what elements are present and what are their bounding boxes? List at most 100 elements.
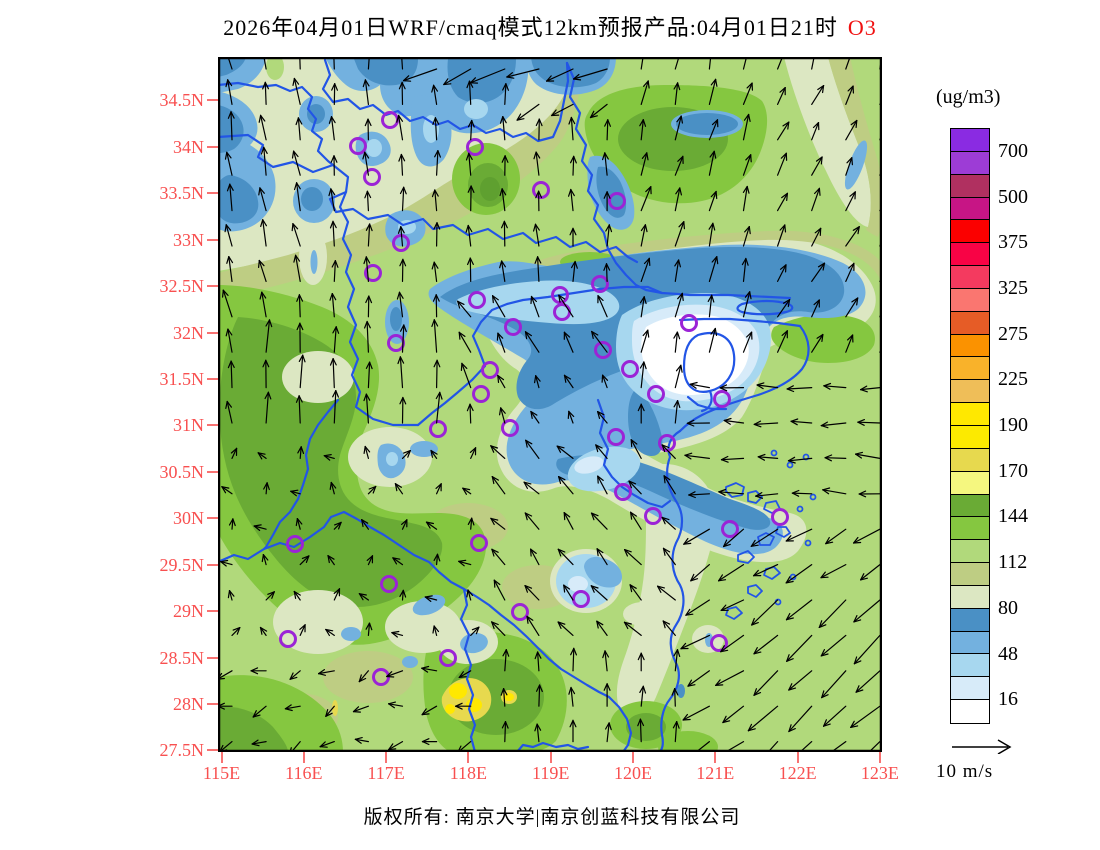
legend-color-box [951, 425, 989, 449]
legend-value-label: 112 [998, 551, 1028, 574]
legend-color-box [951, 585, 989, 609]
legend-value-label: 48 [998, 642, 1018, 665]
legend-value-label: 225 [998, 368, 1028, 391]
station-marker [363, 168, 381, 186]
beige-gap-green-spot [266, 57, 284, 80]
legend-color-box [951, 517, 989, 541]
legend-color-box [951, 700, 989, 723]
lat-tick [207, 331, 218, 334]
legend-color-box [951, 266, 989, 289]
station-marker [591, 275, 609, 293]
lon-label: 123E [860, 763, 899, 783]
map-frame [217, 56, 883, 753]
legend-color-box [951, 403, 989, 426]
legend-color-box [951, 151, 989, 175]
lon-tick [467, 752, 470, 763]
lat-tick [207, 563, 218, 566]
lon-tick [302, 752, 305, 763]
color-scale [950, 128, 990, 724]
lat-tick [207, 424, 218, 427]
station-marker [647, 385, 665, 403]
lat-tick [207, 192, 218, 195]
legend-value-label: 144 [998, 505, 1028, 528]
lat-tick [207, 238, 218, 241]
lat-tick [207, 656, 218, 659]
station-marker [504, 318, 522, 336]
lat-label: 29.5N [159, 554, 205, 575]
legend-color-box [951, 220, 989, 244]
wind-scale: 10 m/s [936, 736, 1046, 783]
lat-tick [207, 702, 218, 705]
legend-color-box [951, 243, 989, 267]
lat-label: 31.5N [159, 368, 205, 389]
lat-tick [207, 377, 218, 380]
lat-tick [207, 145, 218, 148]
station-marker [614, 483, 632, 501]
station-marker [286, 535, 304, 553]
lon-label: 118E [449, 763, 488, 783]
lat-label: 34N [173, 136, 204, 157]
lat-label: 30N [173, 508, 204, 529]
lon-label: 117E [367, 763, 405, 783]
station-marker [472, 385, 490, 403]
station-marker [607, 428, 625, 446]
station-marker [470, 534, 488, 552]
station-marker [771, 508, 789, 526]
station-marker [608, 192, 626, 210]
lon-tick [632, 752, 634, 763]
legend-color-box [951, 631, 989, 655]
legend-color-box [951, 494, 989, 518]
copyright-text: 版权所有: 南京大学|南京创蓝科技有限公司 [363, 807, 741, 828]
lat-tick [207, 749, 218, 752]
lat-label: 33N [173, 229, 204, 250]
station-marker [481, 361, 499, 379]
lon-label: 119E [532, 763, 570, 783]
legend-value-label: 80 [998, 596, 1018, 619]
legend-color-box [951, 129, 989, 152]
legend-value-label: 700 [998, 139, 1028, 162]
legend-color-box [951, 654, 989, 678]
species-label: O3 [847, 15, 877, 40]
legend-value-label: 325 [998, 276, 1028, 299]
legend-color-box [951, 357, 989, 381]
wind-scale-arrow-icon [952, 739, 1012, 755]
lat-tick [207, 517, 218, 520]
station-marker [468, 291, 486, 309]
station-marker [644, 507, 662, 525]
lon-label: 120E [614, 763, 652, 783]
lon-tick [878, 752, 881, 763]
lon-tick [220, 752, 223, 763]
station-markers [279, 111, 789, 686]
legend-value-label: 375 [998, 231, 1028, 254]
small-lakes-layer [341, 441, 713, 698]
forecast-map [217, 56, 883, 753]
lat-label: 29N [173, 601, 204, 622]
lat-tick [207, 285, 218, 288]
legend-color-box [951, 677, 989, 701]
legend-color-box [951, 174, 989, 198]
legend-value-label: 170 [998, 459, 1028, 482]
legend-color-box [951, 311, 989, 335]
station-marker [501, 419, 519, 437]
wind-scale-label: 10 m/s [936, 761, 994, 782]
station-marker [710, 634, 728, 652]
legend-color-box [951, 608, 989, 632]
lat-tick [207, 99, 218, 102]
lon-label: 121E [696, 763, 735, 783]
legend-color-box [951, 448, 989, 472]
lat-label: 27.5N [159, 740, 205, 761]
title-text: 2026年04月01日WRF/cmaq模式12km预报产品:04月01日21时 [223, 15, 838, 40]
wind-arrows [218, 57, 882, 752]
station-marker [511, 603, 529, 621]
lat-label: 33.5N [159, 183, 205, 204]
boundary-lines [218, 58, 810, 752]
lat-tick [207, 610, 218, 613]
station-marker [429, 420, 447, 438]
station-marker [364, 264, 382, 282]
lon-tick [714, 752, 717, 763]
lat-label: 28.5N [159, 647, 205, 668]
legend-color-box [951, 334, 989, 358]
legend-value-label: 190 [998, 414, 1028, 437]
legend-color-box [951, 471, 989, 495]
station-marker [466, 138, 484, 156]
